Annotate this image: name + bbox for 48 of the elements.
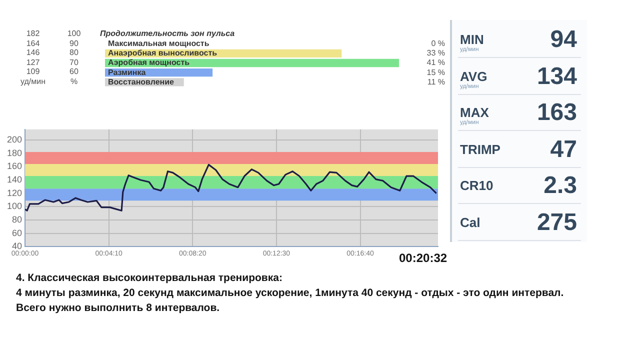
text: 70: [68, 58, 80, 68]
data-label: 275: [536, 208, 577, 236]
category-label: CR10: [460, 178, 494, 193]
text: 127: [25, 58, 41, 68]
text: 4 минуты разминка, 20 секунд максимальное ускорение, 1минута 40 секунд - отдых - это один интервал.: [16, 286, 564, 301]
category-label: MIN: [460, 32, 484, 47]
y-tick-label: 160: [6, 161, 22, 172]
data-label: 47: [550, 136, 577, 164]
data-label: 0 %: [431, 39, 445, 48]
data-label: 2.3: [544, 172, 577, 200]
text: 4. Классическая высокоинтервальная тренировка:: [16, 271, 284, 286]
data-label: 15 %: [426, 68, 445, 77]
data-label: 94: [550, 26, 577, 54]
data-label: 134: [536, 62, 577, 90]
y-tick-label: Максимальная мощность: [108, 39, 210, 48]
y-tick-label: Аэробная мощность: [108, 58, 190, 68]
y-tick-label: 140: [6, 174, 22, 184]
data-label: 11 %: [427, 77, 445, 86]
data-label: 33 %: [426, 48, 445, 58]
category-label: TRIMP: [460, 142, 500, 156]
category-label: MAX: [460, 105, 489, 120]
y-tick-label: 200: [6, 134, 22, 145]
chart-title: Продолжительность зон пульса: [100, 29, 235, 38]
text: 80: [68, 48, 80, 58]
data-label: 163: [536, 99, 577, 127]
category-label: AVG: [460, 68, 488, 84]
y-tick-label: Разминка: [108, 68, 146, 77]
text: уд/мин: [19, 76, 46, 87]
y-tick-label: 40: [12, 241, 22, 252]
text: 00:20:32: [399, 251, 448, 265]
text: 100: [66, 29, 82, 39]
text: 90: [68, 38, 80, 48]
y-tick-label: 100: [6, 201, 22, 212]
text: %: [69, 76, 79, 87]
text: 109: [25, 67, 41, 77]
data-label: 41 %: [426, 58, 445, 68]
text: Всего нужно выполнить 8 интервалов.: [16, 301, 221, 316]
y-tick-label: 60: [12, 228, 22, 238]
text: 164: [25, 38, 41, 48]
text: 146: [25, 48, 41, 58]
category-label: Cal: [460, 214, 480, 230]
y-tick-label: 120: [6, 188, 22, 198]
y-tick-label: Восстановление: [108, 77, 175, 86]
text: 60: [68, 67, 80, 77]
y-tick-label: 180: [6, 148, 22, 158]
text: 182: [25, 29, 41, 39]
y-tick-label: Анаэробная выносливость: [108, 48, 218, 58]
y-tick-label: 80: [12, 214, 22, 224]
